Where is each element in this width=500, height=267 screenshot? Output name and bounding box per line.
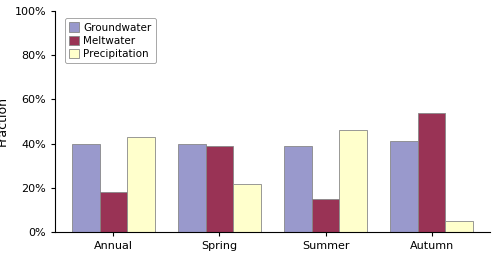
Bar [312,199,340,232]
Bar [206,146,233,232]
Bar [390,142,418,232]
Bar [418,113,446,232]
Legend: Groundwater, Meltwater, Precipitation: Groundwater, Meltwater, Precipitation [64,18,156,63]
Bar [340,130,367,232]
Bar [127,137,154,232]
Bar [446,221,473,232]
Bar [178,144,206,232]
Bar [284,146,312,232]
Y-axis label: Fraction: Fraction [0,96,9,147]
Bar [72,144,100,232]
Bar [233,183,261,232]
Bar [100,193,127,232]
